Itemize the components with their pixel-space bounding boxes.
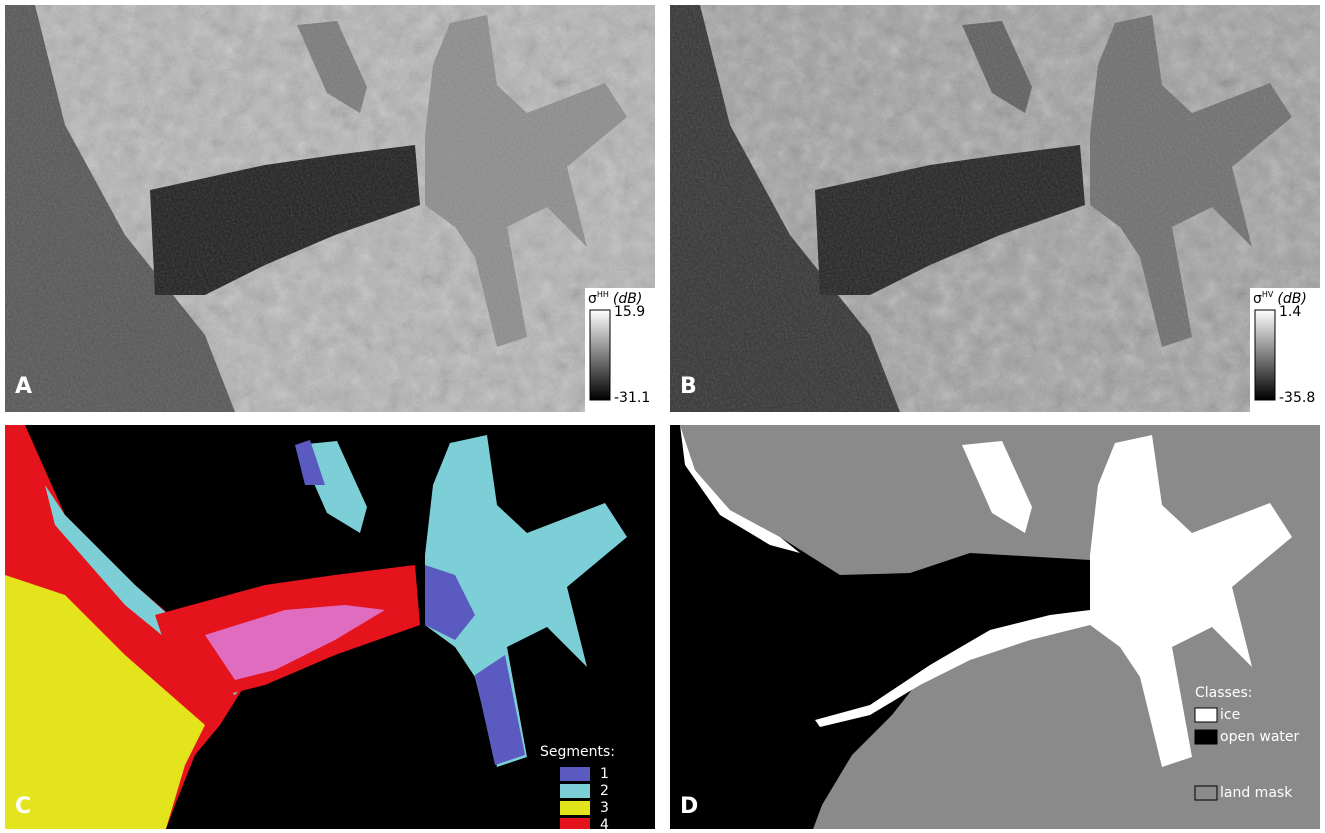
legend-label: 1: [600, 766, 609, 782]
colorbar-max: 15.9: [614, 304, 645, 320]
colorbar-min: -31.1: [614, 390, 650, 406]
legend-label: 4: [600, 817, 609, 829]
panel-b: [670, 5, 1320, 412]
polarization: HH: [597, 290, 609, 299]
panel-label: B: [680, 374, 697, 399]
legend-label: 3: [600, 800, 609, 816]
legend-label: land mask: [1220, 785, 1293, 801]
polarization: HV: [1262, 290, 1274, 299]
panel-a: [5, 5, 655, 412]
legend-title: Segments:: [540, 744, 615, 760]
legend-label: ice: [1220, 707, 1240, 723]
legend-swatch: [1195, 730, 1217, 744]
symbol: σ: [1253, 291, 1262, 307]
panel-label: D: [680, 794, 698, 819]
legend-title: Classes:: [1195, 685, 1252, 701]
figure: AσHH(dB)15.9-31.1BσHV(dB)1.4-35.8CSegmen…: [0, 0, 1325, 829]
legend-swatch: [560, 767, 590, 781]
panel-d: [670, 425, 1320, 829]
legend-swatch: [560, 801, 590, 815]
legend-swatch: [560, 818, 590, 829]
panel-c: [5, 425, 655, 829]
colorbar-max: 1.4: [1279, 304, 1301, 320]
legend-swatch: [1195, 786, 1217, 800]
panel-label: C: [15, 794, 31, 819]
panel-label: A: [15, 374, 32, 399]
legend-swatch: [560, 784, 590, 798]
colorbar-min: -35.8: [1279, 390, 1315, 406]
legend-swatch: [1195, 708, 1217, 722]
legend-label: 2: [600, 783, 609, 799]
legend-label: open water: [1220, 729, 1300, 745]
symbol: σ: [588, 291, 597, 307]
